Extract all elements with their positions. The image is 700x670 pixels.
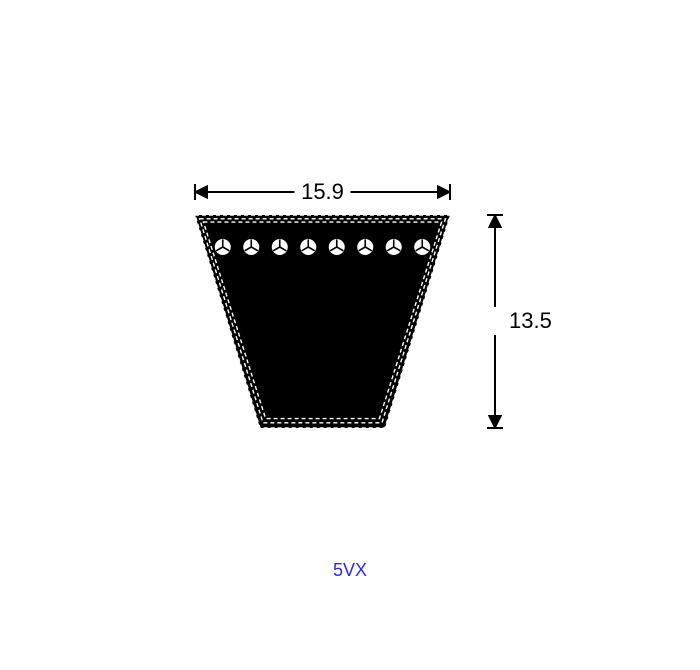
belt-type-label: 5VX — [0, 560, 700, 581]
tensile-cord — [300, 239, 316, 255]
tensile-cord — [272, 239, 288, 255]
tensile-cord — [357, 239, 373, 255]
tensile-cord — [329, 239, 345, 255]
tensile-cord — [414, 239, 430, 255]
diagram-stage: 15.9 13.5 5VX — [0, 0, 700, 670]
tensile-cord — [215, 239, 231, 255]
tensile-cord — [386, 239, 402, 255]
tensile-cord — [243, 239, 259, 255]
width-dim-label: 15.9 — [301, 179, 344, 204]
height-dim-label: 13.5 — [509, 308, 552, 333]
